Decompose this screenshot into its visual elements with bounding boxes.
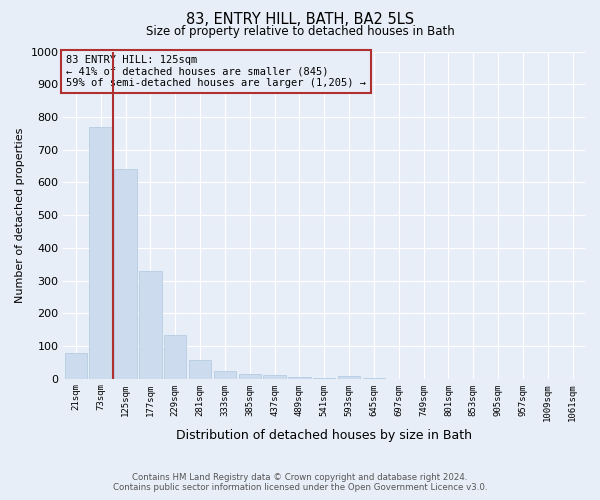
Bar [189,360,211,378]
Bar [164,334,187,378]
Bar [263,376,286,378]
Bar [214,370,236,378]
Text: Contains HM Land Registry data © Crown copyright and database right 2024.
Contai: Contains HM Land Registry data © Crown c… [113,473,487,492]
Text: Size of property relative to detached houses in Bath: Size of property relative to detached ho… [146,25,454,38]
Bar [89,127,112,378]
Bar [239,374,261,378]
Bar [139,270,161,378]
X-axis label: Distribution of detached houses by size in Bath: Distribution of detached houses by size … [176,430,472,442]
Bar [115,170,137,378]
Bar [65,352,87,378]
Bar [288,377,311,378]
Y-axis label: Number of detached properties: Number of detached properties [15,128,25,303]
Bar [338,376,360,378]
Text: 83 ENTRY HILL: 125sqm
← 41% of detached houses are smaller (845)
59% of semi-det: 83 ENTRY HILL: 125sqm ← 41% of detached … [66,55,366,88]
Text: 83, ENTRY HILL, BATH, BA2 5LS: 83, ENTRY HILL, BATH, BA2 5LS [186,12,414,28]
